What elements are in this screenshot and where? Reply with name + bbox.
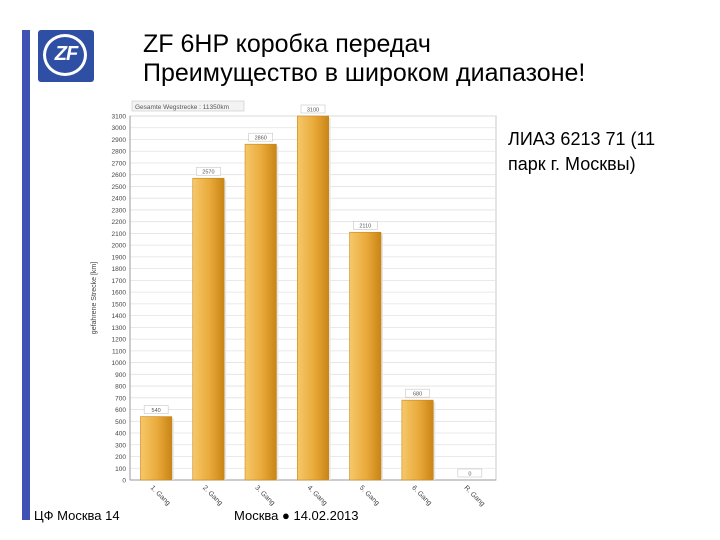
x-tick-label: 5. Gang	[358, 484, 381, 507]
data-label: 680	[413, 392, 422, 398]
bar-chart: 0 100 200 300 400 500 600 700 800 900 1000 1100 1200…	[91, 100, 497, 508]
bar	[349, 231, 382, 481]
y-tick-label: 3000	[112, 125, 127, 132]
data-label-box	[405, 388, 430, 398]
data-label-box	[248, 132, 273, 142]
data-label: 0	[468, 471, 471, 477]
y-tick-label: 700	[115, 395, 126, 402]
data-label: 540	[152, 408, 161, 414]
x-tick-label: 2. Gang	[201, 484, 224, 507]
footer-page-label: ЦФ Москва 14	[34, 508, 120, 523]
bar	[297, 115, 329, 481]
chart-title: Gesamte Wegstrecke : 11350km	[135, 104, 229, 111]
y-tick-label: 800	[115, 384, 126, 391]
y-tick-label: 2600	[112, 172, 127, 179]
x-tick-label: 3. Gang	[253, 484, 276, 507]
data-label: 2570	[202, 170, 214, 176]
y-tick-label: 1500	[112, 301, 127, 308]
x-tick-label: R. Gang	[462, 484, 485, 507]
bar	[140, 416, 173, 481]
data-label: 2110	[359, 224, 371, 230]
y-tick-label: 2200	[112, 219, 127, 226]
y-tick-label: 2000	[112, 243, 127, 250]
y-tick-label: 300	[115, 442, 126, 449]
data-label: 3100	[307, 107, 319, 113]
data-label-box	[143, 405, 169, 414]
y-tick-label: 900	[115, 372, 126, 379]
y-tick-label: 0	[122, 478, 126, 485]
y-tick-label: 1600	[112, 290, 127, 297]
y-tick-label: 1000	[112, 360, 127, 367]
data-label-box	[196, 166, 221, 176]
slide-title: ZF 6HP коробка передач Преимущество в ши…	[143, 30, 585, 88]
y-tick-label: 2700	[112, 160, 127, 167]
y-tick-label: 2100	[112, 231, 127, 238]
y-tick-label: 2300	[112, 207, 127, 214]
bar	[401, 399, 434, 481]
y-tick-label: 100	[115, 466, 126, 473]
y-tick-label: 1700	[112, 278, 127, 285]
bus-model-note: ЛИАЗ 6213 71 (11 парк г. Москвы)	[508, 129, 656, 174]
y-axis-label: gefahrene Strecke [km]	[91, 262, 98, 334]
y-tick-label: 400	[115, 431, 126, 438]
accent-bar	[22, 30, 30, 520]
slide-title-line-1: ZF 6HP коробка передач	[143, 30, 431, 58]
logo-ring	[43, 34, 87, 76]
data-label-box	[457, 468, 483, 478]
y-tick-label: 600	[115, 407, 126, 414]
y-tick-label: 200	[115, 454, 126, 461]
y-tick-label: 1900	[112, 254, 127, 261]
chart-title-box	[131, 100, 245, 112]
data-label-box	[300, 104, 326, 114]
y-tick-label: 2900	[112, 137, 127, 144]
bar	[192, 177, 225, 481]
y-tick-label: 2500	[112, 184, 127, 191]
x-tick-label: 1. Gang	[149, 484, 172, 507]
x-tick-label: 4. Gang	[306, 484, 329, 507]
bar	[244, 143, 277, 481]
y-tick-label: 1800	[112, 266, 127, 273]
y-tick-label: 2400	[112, 196, 127, 203]
y-tick-label: 500	[115, 419, 126, 426]
slide-title-line-2: Преимущество в широком диапазоне!	[143, 59, 586, 87]
data-label-box	[353, 220, 378, 230]
y-tick-label: 1200	[112, 337, 127, 344]
y-tick-label: 1300	[112, 325, 127, 332]
data-label: 2860	[255, 136, 267, 142]
y-tick-label: 1400	[112, 313, 127, 320]
y-tick-label: 1100	[112, 348, 126, 355]
y-tick-label: 3100	[112, 114, 127, 121]
x-tick-label: 6. Gang	[410, 484, 433, 507]
footer-date-label: Москва ● 14.02.2013	[234, 508, 359, 523]
y-tick-label: 2800	[112, 149, 127, 156]
zf-logo: ZF	[38, 30, 94, 82]
logo-text: ZF	[54, 43, 78, 65]
